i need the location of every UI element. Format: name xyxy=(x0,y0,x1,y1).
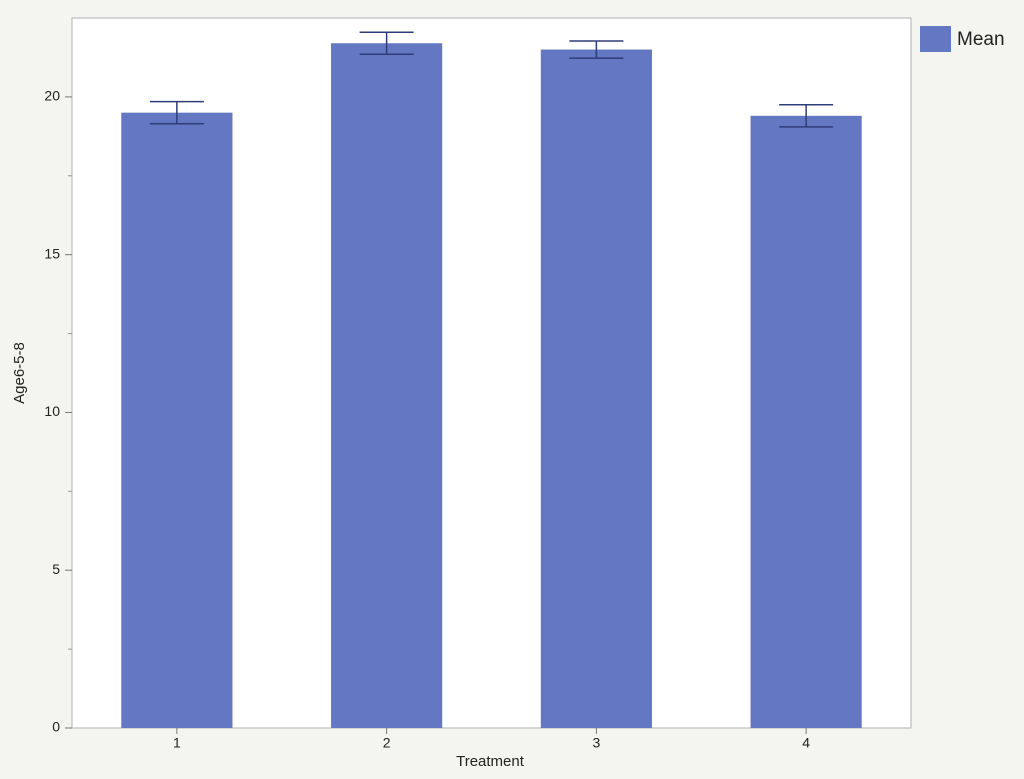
error-bar xyxy=(359,31,414,56)
x-tick-label: 2 xyxy=(383,735,391,751)
error-bar xyxy=(569,40,624,59)
error-bar xyxy=(149,100,204,125)
bar xyxy=(750,115,862,729)
y-axis-label: Age6-5-8 xyxy=(11,342,28,404)
x-tick-label: 1 xyxy=(173,735,181,751)
legend-label: Mean xyxy=(957,29,1005,50)
error-bar xyxy=(779,104,834,128)
bar xyxy=(121,112,233,728)
y-tick-label: 10 xyxy=(44,403,60,419)
x-axis-label: Treatment xyxy=(456,753,525,770)
legend-swatch xyxy=(920,26,951,52)
bar xyxy=(331,43,443,728)
y-tick-label: 0 xyxy=(52,719,60,735)
bar xyxy=(540,49,652,729)
x-tick-label: 3 xyxy=(592,735,600,751)
y-tick-label: 15 xyxy=(44,245,60,261)
x-tick-label: 4 xyxy=(802,735,810,751)
y-tick-label: 5 xyxy=(52,561,60,577)
y-tick-label: 20 xyxy=(44,88,60,104)
